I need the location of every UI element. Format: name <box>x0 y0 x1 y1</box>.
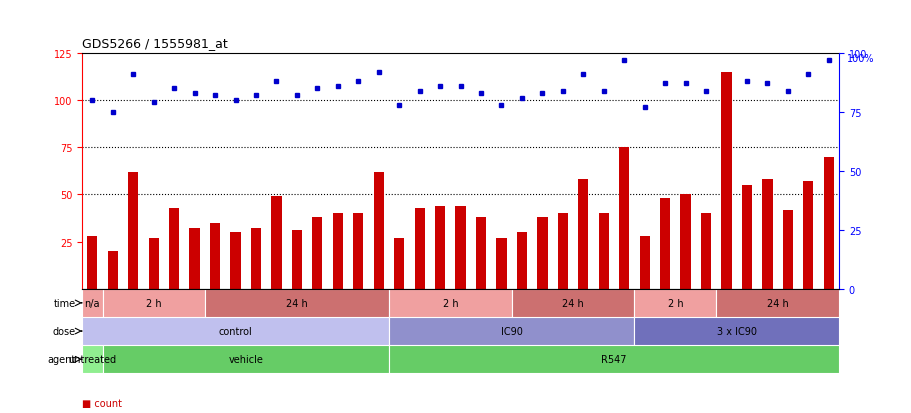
Bar <box>388 289 511 317</box>
Bar <box>353 214 363 289</box>
Bar <box>660 199 670 289</box>
Text: time: time <box>54 298 76 308</box>
Bar <box>634 289 715 317</box>
Bar <box>205 289 388 317</box>
Text: 100%: 100% <box>845 54 873 64</box>
Bar <box>680 195 690 289</box>
Text: 3 x IC90: 3 x IC90 <box>716 326 756 336</box>
Text: control: control <box>219 326 252 336</box>
Bar <box>102 289 205 317</box>
Text: 24 h: 24 h <box>766 298 788 308</box>
Bar <box>598 214 609 289</box>
Text: n/a: n/a <box>85 298 100 308</box>
Bar <box>388 317 634 345</box>
Bar <box>333 214 343 289</box>
Bar <box>230 233 241 289</box>
Bar <box>701 214 711 289</box>
Bar <box>82 317 388 345</box>
Text: IC90: IC90 <box>500 326 522 336</box>
Text: dose: dose <box>53 326 76 336</box>
Bar <box>148 238 159 289</box>
Text: 2 h: 2 h <box>667 298 682 308</box>
Text: 2 h: 2 h <box>442 298 457 308</box>
Bar <box>82 289 102 317</box>
Bar <box>312 218 322 289</box>
Bar <box>639 236 650 289</box>
Bar <box>415 208 425 289</box>
Bar <box>517 233 527 289</box>
Bar <box>511 289 634 317</box>
Bar <box>558 214 568 289</box>
Bar <box>189 229 200 289</box>
Text: ■ count: ■ count <box>82 398 122 408</box>
Bar <box>388 345 838 373</box>
Text: vehicle: vehicle <box>228 354 263 364</box>
Bar <box>102 345 388 373</box>
Bar <box>619 148 629 289</box>
Text: GDS5266 / 1555981_at: GDS5266 / 1555981_at <box>82 37 228 50</box>
Bar <box>721 73 731 289</box>
Bar <box>634 317 838 345</box>
Bar <box>496 238 506 289</box>
Bar <box>374 172 384 289</box>
Text: R547: R547 <box>600 354 626 364</box>
Bar <box>435 206 445 289</box>
Bar <box>455 206 466 289</box>
Bar <box>169 208 179 289</box>
Bar <box>537 218 547 289</box>
Bar <box>271 197 281 289</box>
Text: 24 h: 24 h <box>286 298 307 308</box>
Bar <box>82 345 102 373</box>
Bar <box>394 238 404 289</box>
Bar <box>782 210 793 289</box>
Bar <box>741 185 752 289</box>
Bar <box>823 157 833 289</box>
Text: untreated: untreated <box>68 354 117 364</box>
Text: 2 h: 2 h <box>146 298 161 308</box>
Bar <box>578 180 588 289</box>
Bar <box>210 223 220 289</box>
Bar <box>476 218 486 289</box>
Text: agent: agent <box>47 354 76 364</box>
Bar <box>803 182 813 289</box>
Bar <box>107 252 118 289</box>
Bar <box>128 172 138 289</box>
Bar <box>292 231 302 289</box>
Bar <box>251 229 261 289</box>
Text: 24 h: 24 h <box>561 298 583 308</box>
Bar <box>762 180 772 289</box>
Bar <box>87 236 97 289</box>
Bar <box>715 289 838 317</box>
